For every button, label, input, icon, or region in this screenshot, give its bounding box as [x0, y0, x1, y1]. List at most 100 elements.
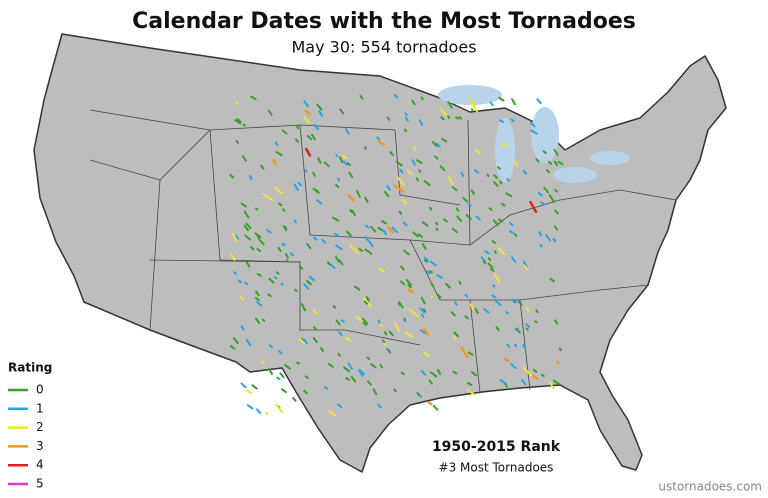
tornado-track [391, 226, 398, 234]
tornado-track [342, 154, 348, 160]
tornado-track [495, 326, 500, 331]
tornado-track [486, 173, 490, 178]
tornado-track [337, 177, 341, 182]
tornado-track [387, 226, 395, 234]
tornado-track [274, 403, 284, 414]
tornado-track [514, 160, 519, 167]
legend-label: 2 [36, 420, 44, 434]
tornado-track [494, 299, 502, 307]
tornado-track [429, 260, 437, 267]
tornado-track [242, 123, 246, 127]
tornado-track [377, 140, 386, 147]
tornado-track [335, 319, 341, 326]
tornado-track [358, 369, 364, 377]
tornado-track [532, 368, 538, 373]
tornado-track [345, 230, 352, 237]
tornado-track [456, 215, 463, 222]
tornado-track [278, 350, 283, 355]
tornado-track [418, 169, 422, 173]
tornado-track [316, 103, 323, 111]
tornado-track [500, 202, 506, 207]
tornado-track [351, 209, 356, 217]
tornado-track [482, 260, 487, 265]
tornado-track [349, 244, 360, 255]
tornado-track [474, 307, 479, 314]
tornado-track [378, 267, 385, 273]
tornado-track [423, 180, 431, 186]
tornado-track [435, 227, 439, 231]
tornado-track [303, 338, 308, 345]
tornado-track [254, 232, 262, 238]
tornado-track [365, 224, 370, 229]
tornado-track [284, 252, 289, 259]
tornado-track [467, 203, 472, 207]
tornado-track [289, 252, 295, 257]
tornado-track [370, 363, 377, 369]
tornado-track [364, 196, 369, 203]
tornado-track [423, 351, 431, 358]
tornado-track [509, 230, 514, 235]
tornado-track [435, 293, 442, 299]
tornado-track [428, 206, 433, 211]
tornado-track [244, 234, 251, 241]
tornado-track [241, 155, 247, 162]
tornado-track [440, 108, 449, 118]
tornado-track [488, 207, 493, 211]
tornado-track [545, 168, 550, 174]
tornado-track [403, 318, 407, 323]
tornado-track [411, 99, 416, 106]
tornado-track [489, 267, 495, 272]
tornado-track [315, 189, 319, 193]
tornado-track [511, 98, 517, 106]
tornado-track [401, 199, 408, 205]
tornado-track [465, 214, 472, 220]
tornado-track [255, 290, 260, 297]
tornado-track [460, 346, 469, 359]
subtitle: May 30: 554 tornadoes [291, 38, 476, 57]
tornado-track [484, 250, 490, 255]
tornado-track [303, 283, 310, 290]
tornado-track [256, 301, 263, 307]
tornado-track [379, 324, 384, 328]
tornado-track [420, 296, 426, 305]
tornado-track [342, 160, 349, 166]
tornado-track [492, 284, 496, 288]
tornado-track [548, 160, 553, 165]
tornado-track [240, 202, 247, 208]
tornado-track [233, 271, 237, 275]
tornado-track [262, 193, 274, 201]
tornado-track [379, 364, 383, 369]
legend: Rating 0 1 2 3 4 5 [8, 361, 52, 491]
tornado-track [530, 129, 538, 135]
tornado-track [321, 238, 327, 244]
tornado-track [267, 293, 272, 298]
tornado-track [345, 377, 350, 381]
tornado-track [324, 386, 329, 390]
tornado-track [412, 231, 419, 238]
tornado-track [245, 339, 252, 347]
tornado-track [514, 328, 521, 334]
tornado-track [405, 279, 412, 286]
tornado-track [265, 411, 269, 416]
tornado-track [362, 297, 373, 308]
tornado-track [523, 264, 529, 271]
tornado-track [455, 207, 460, 212]
state-borders [89, 109, 677, 393]
tornado-track [243, 224, 250, 232]
legend-label: 4 [36, 458, 44, 472]
tornado-track [344, 127, 350, 135]
tornado-track [268, 277, 275, 284]
tornado-track [386, 116, 391, 121]
tornado-track [553, 225, 559, 231]
tornado-track [435, 142, 441, 148]
tornado-track [260, 360, 265, 364]
tornado-track [554, 188, 559, 193]
tornado-track [426, 270, 431, 275]
tornado-track [279, 372, 285, 379]
tornado-track [460, 171, 465, 177]
tornado-track [346, 162, 352, 166]
tornado-track [254, 317, 261, 324]
tornado-track [370, 225, 377, 233]
tornado-track [306, 134, 313, 141]
tornado-track [275, 151, 283, 157]
